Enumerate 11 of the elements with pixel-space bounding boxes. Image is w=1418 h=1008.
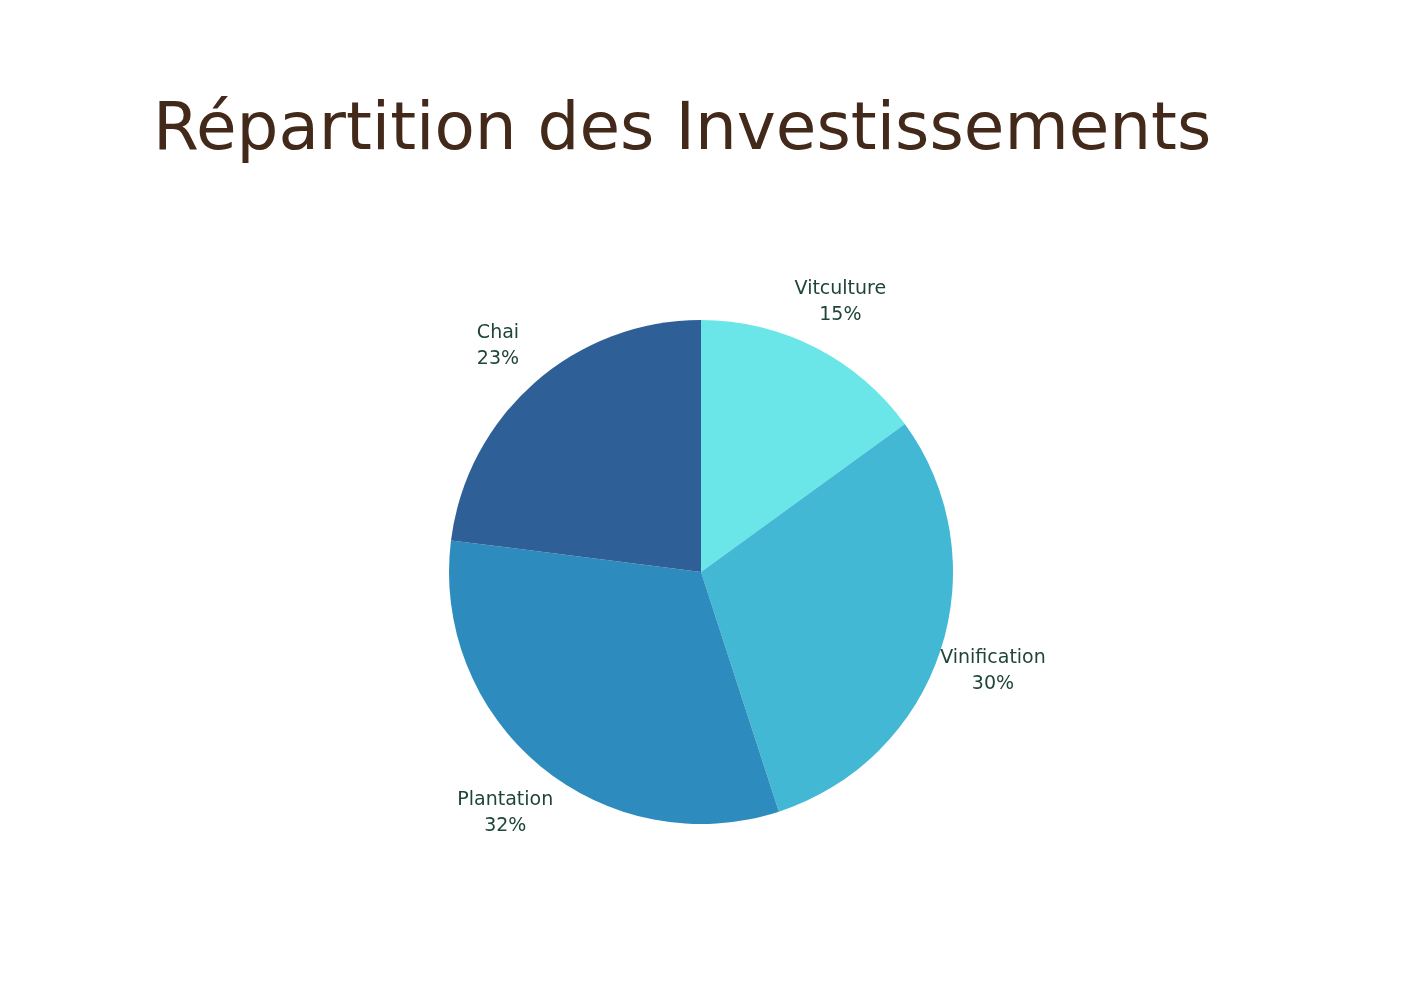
pie-slice xyxy=(450,320,701,572)
data-label: 32% xyxy=(484,812,527,835)
slice-label: Plantation xyxy=(457,786,554,809)
slice-label: Vitculture xyxy=(794,276,887,299)
pie-slice xyxy=(701,320,905,572)
data-label: 15% xyxy=(819,302,862,325)
data-label: 30% xyxy=(971,670,1015,693)
slice-label: Chai xyxy=(476,319,520,342)
chart-title: Répartition des Investissements xyxy=(153,88,1212,165)
data-label: 23% xyxy=(476,345,520,368)
slice-label: Vinification xyxy=(940,644,1046,667)
